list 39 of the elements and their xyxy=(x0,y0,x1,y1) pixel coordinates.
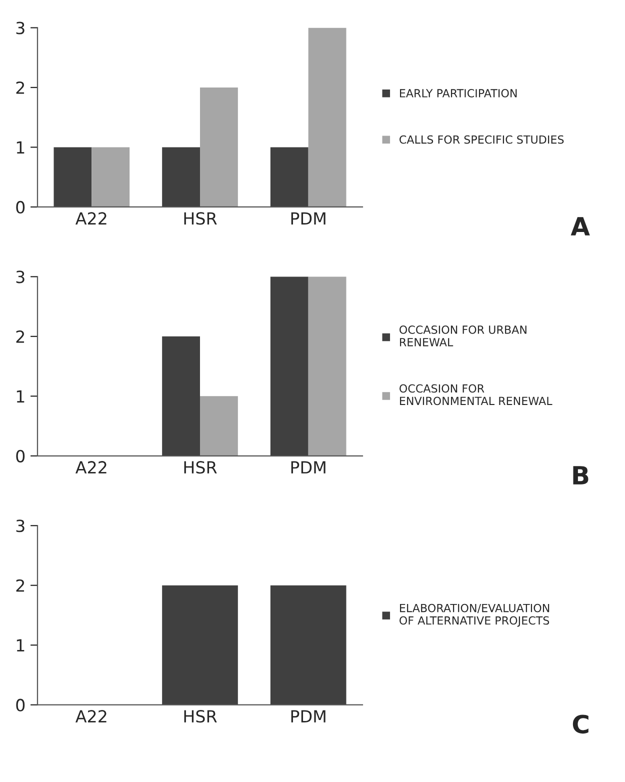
text: C xyxy=(572,714,588,734)
x-tick-label: HSR xyxy=(184,212,217,225)
x-tick-label: A22 xyxy=(75,710,106,722)
y-tick-label: 1 xyxy=(16,390,24,402)
bar xyxy=(270,147,308,207)
bar xyxy=(308,276,346,456)
x-tick-label: PDM xyxy=(291,212,326,224)
y-tick-label: 2 xyxy=(16,81,24,94)
y-tick-label: 0 xyxy=(16,200,25,214)
y-tick-label: 3 xyxy=(16,520,24,532)
x-tick-label: A22 xyxy=(75,461,106,474)
y-tick-label: 0 xyxy=(16,450,25,462)
legend-label: EARLY PARTICIPATION xyxy=(400,89,517,98)
bar xyxy=(270,276,308,456)
y-tick-label: 3 xyxy=(16,22,24,34)
legend-label: ELABORATION/EVALUATION OF ALTERNATIVE PROJECTS xyxy=(400,604,550,627)
x-tick-label: HSR xyxy=(184,710,217,723)
y-tick-label: 2 xyxy=(16,330,24,343)
bar xyxy=(162,336,200,456)
y-tick-label: 3 xyxy=(16,270,24,284)
y-tick-label: 0 xyxy=(16,698,25,712)
y-tick-label: 1 xyxy=(16,141,24,154)
bar xyxy=(308,28,346,207)
legend-label: CALLS FOR SPECIFIC STUDIES xyxy=(400,135,564,144)
legend-label: OCCASION FOR ENVIRONMENTAL RENEWAL xyxy=(400,384,552,406)
bar xyxy=(162,147,200,207)
x-tick-label: PDM xyxy=(291,461,326,474)
bar xyxy=(92,147,130,207)
legend-label: OCCASION FOR URBAN RENEWAL xyxy=(400,326,526,346)
text: A xyxy=(570,217,590,236)
text: B xyxy=(573,466,588,484)
x-tick-label: A22 xyxy=(75,212,106,224)
x-tick-label: PDM xyxy=(291,710,326,722)
x-tick-label: HSR xyxy=(184,461,217,474)
bar xyxy=(200,396,238,456)
bar xyxy=(54,147,92,207)
y-tick-label: 2 xyxy=(16,579,24,592)
y-tick-label: 1 xyxy=(16,639,24,652)
bar xyxy=(200,87,238,207)
